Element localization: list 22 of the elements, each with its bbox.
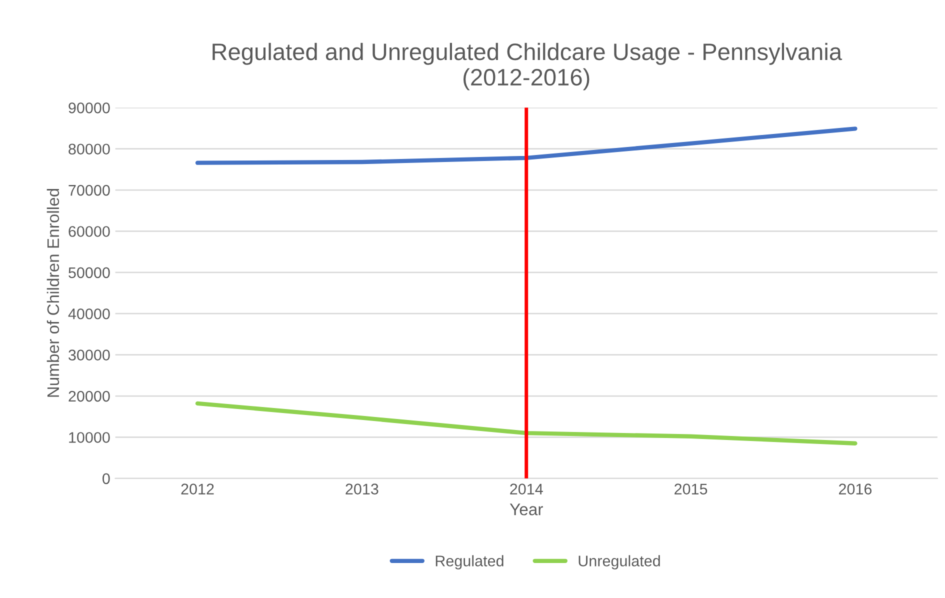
chart-title: Regulated and Unregulated Childcare Usage - Pennsylvania (2012-2016)	[212, 42, 842, 90]
y-tick-label: 40000	[68, 308, 110, 320]
x-axis-title: Year	[510, 504, 543, 516]
x-tick-label: 2012	[181, 484, 214, 494]
legend-label: Unregulated	[578, 555, 660, 570]
line-series	[195, 401, 858, 446]
y-tick-label: 70000	[68, 184, 110, 196]
line-series	[195, 126, 858, 165]
y-tick-label: 0	[102, 473, 110, 484]
y-axis-title: Number of Children Enrolled	[46, 188, 60, 397]
legend-label: Regulated	[436, 555, 504, 570]
x-tick-label: 2014	[510, 484, 543, 494]
x-tick-label: 2013	[346, 484, 378, 494]
y-tick-label: 90000	[68, 102, 110, 114]
y-tick-label: 60000	[68, 226, 110, 237]
y-tick-label: 10000	[69, 432, 110, 443]
y-tick-label: 20000	[68, 390, 110, 402]
y-tick-label: 80000	[68, 144, 110, 155]
x-tick-label: 2016	[839, 484, 872, 494]
y-tick-label: 30000	[68, 350, 110, 360]
y-tick-label: 50000	[68, 267, 110, 278]
x-tick-label: 2015	[674, 484, 708, 494]
